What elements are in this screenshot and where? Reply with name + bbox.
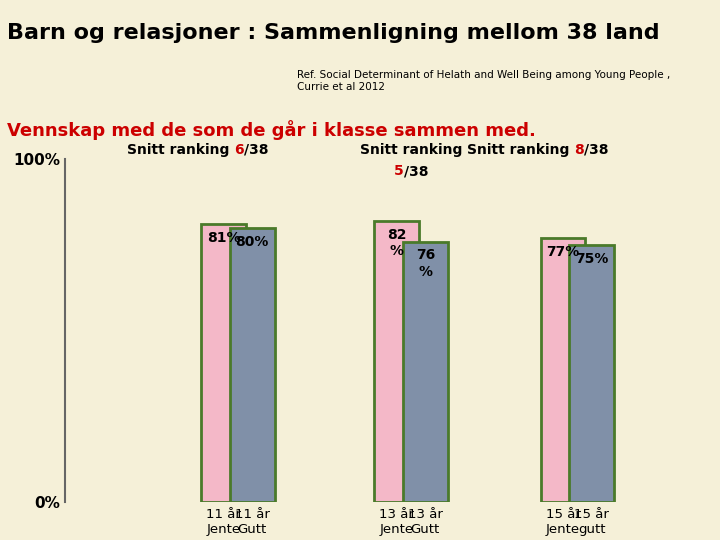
Text: 5: 5 xyxy=(394,164,404,178)
Text: Barn og relasjoner : Sammenligning mellom 38 land: Barn og relasjoner : Sammenligning mello… xyxy=(7,23,660,43)
Text: Ref. Social Determinant of Helath and Well Being among Young People ,
Currie et : Ref. Social Determinant of Helath and We… xyxy=(297,70,670,92)
Bar xyxy=(402,241,448,502)
Text: Snitt ranking: Snitt ranking xyxy=(467,143,574,157)
Text: Snitt ranking: Snitt ranking xyxy=(127,143,234,157)
Text: 6: 6 xyxy=(234,143,244,157)
Text: 75%: 75% xyxy=(575,252,608,266)
Bar xyxy=(374,221,419,502)
Text: Snitt ranking: Snitt ranking xyxy=(360,143,462,157)
Text: /38: /38 xyxy=(404,164,428,178)
Text: 77%: 77% xyxy=(546,245,580,259)
Text: 81%: 81% xyxy=(207,231,240,245)
Bar xyxy=(201,225,246,502)
Text: Vennskap med de som de går i klasse sammen med.: Vennskap med de som de går i klasse samm… xyxy=(7,119,536,140)
Text: 76
%: 76 % xyxy=(415,248,435,279)
Bar xyxy=(570,245,614,502)
Text: 8: 8 xyxy=(574,143,584,157)
Text: 80%: 80% xyxy=(235,235,269,249)
Text: /38: /38 xyxy=(244,143,269,157)
Text: /38: /38 xyxy=(584,143,608,157)
Text: 82
%: 82 % xyxy=(387,228,406,258)
Bar xyxy=(230,228,274,502)
Bar xyxy=(541,238,585,502)
